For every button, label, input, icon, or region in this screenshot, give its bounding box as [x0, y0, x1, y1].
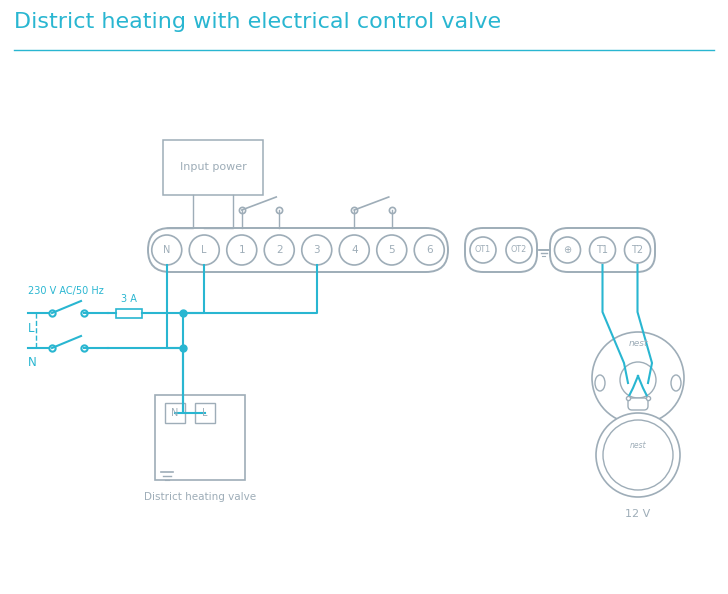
Text: 6: 6: [426, 245, 432, 255]
Text: T1: T1: [596, 245, 609, 255]
Ellipse shape: [595, 375, 605, 391]
Circle shape: [555, 237, 580, 263]
FancyBboxPatch shape: [163, 140, 263, 195]
Circle shape: [226, 235, 257, 265]
Circle shape: [151, 235, 182, 265]
Circle shape: [414, 235, 444, 265]
Text: 4: 4: [351, 245, 357, 255]
Text: 5: 5: [389, 245, 395, 255]
Text: 12 V: 12 V: [625, 509, 651, 519]
Text: N: N: [171, 408, 178, 418]
Text: T2: T2: [631, 245, 644, 255]
FancyBboxPatch shape: [465, 228, 537, 272]
Circle shape: [625, 237, 651, 263]
Circle shape: [301, 235, 332, 265]
Circle shape: [339, 235, 369, 265]
FancyBboxPatch shape: [155, 395, 245, 480]
Text: District heating valve: District heating valve: [144, 492, 256, 502]
FancyBboxPatch shape: [550, 228, 655, 272]
Circle shape: [592, 332, 684, 424]
FancyBboxPatch shape: [148, 228, 448, 272]
Circle shape: [264, 235, 294, 265]
Text: nest: nest: [628, 340, 648, 349]
Text: L: L: [202, 245, 207, 255]
Text: L: L: [202, 408, 207, 418]
Text: OT2: OT2: [511, 245, 527, 254]
Text: L: L: [28, 321, 34, 334]
Ellipse shape: [671, 375, 681, 391]
FancyBboxPatch shape: [116, 308, 142, 318]
Text: District heating with electrical control valve: District heating with electrical control…: [14, 12, 501, 32]
FancyBboxPatch shape: [628, 398, 648, 410]
Text: N: N: [28, 356, 36, 369]
Circle shape: [590, 237, 615, 263]
Circle shape: [470, 237, 496, 263]
Text: OT1: OT1: [475, 245, 491, 254]
Circle shape: [506, 237, 532, 263]
Text: ⊕: ⊕: [563, 245, 571, 255]
FancyBboxPatch shape: [195, 403, 215, 423]
Text: 3 A: 3 A: [121, 293, 137, 304]
Circle shape: [620, 362, 656, 398]
Text: nest: nest: [630, 441, 646, 450]
Text: N: N: [163, 245, 170, 255]
Text: 3: 3: [314, 245, 320, 255]
Circle shape: [189, 235, 219, 265]
Circle shape: [603, 420, 673, 490]
Text: 2: 2: [276, 245, 282, 255]
Circle shape: [596, 413, 680, 497]
Text: Input power: Input power: [180, 163, 246, 172]
Text: 1: 1: [239, 245, 245, 255]
Circle shape: [377, 235, 407, 265]
Text: 230 V AC/50 Hz: 230 V AC/50 Hz: [28, 286, 104, 296]
FancyBboxPatch shape: [165, 403, 185, 423]
